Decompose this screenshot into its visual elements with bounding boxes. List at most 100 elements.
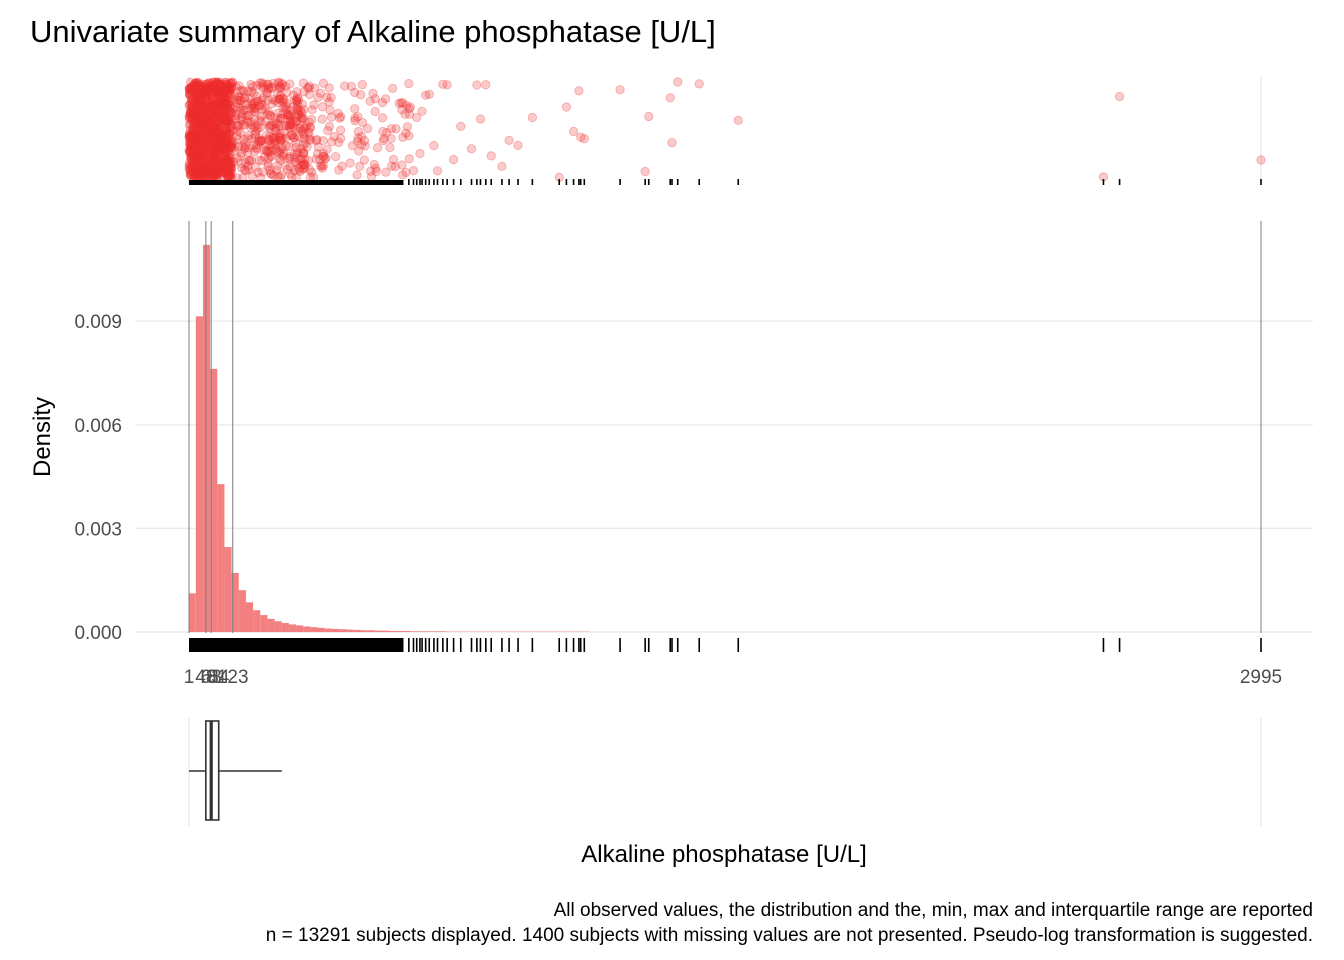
jitter-point (184, 88, 195, 98)
x-tick-label: 1 (184, 667, 195, 688)
jitter-point (204, 169, 214, 179)
jitter-point (200, 134, 210, 144)
jitter-point (214, 128, 224, 138)
jitter-point (294, 155, 305, 165)
jitter-point (233, 142, 244, 152)
jitter-point (200, 92, 211, 102)
jitter-point (270, 96, 280, 106)
jitter-point (197, 150, 207, 160)
jitter-point (221, 147, 231, 157)
jitter-point (277, 143, 287, 154)
jitter-point (213, 86, 223, 97)
jitter-point (187, 101, 197, 112)
jitter-point (194, 106, 204, 116)
jitter-point (215, 98, 225, 108)
jitter-point (240, 93, 250, 103)
jitter-point (208, 140, 218, 150)
jitter-point (279, 102, 290, 112)
jitter-point (198, 120, 208, 130)
jitter-point (221, 84, 231, 94)
y-axis-title: Density (29, 397, 56, 477)
jitter-point (217, 93, 227, 103)
jitter-point (189, 124, 199, 134)
jitter-point (222, 155, 233, 165)
jitter-point (185, 139, 195, 149)
jitter-point (219, 138, 229, 149)
jitter-point (227, 77, 237, 87)
jitter-point (216, 135, 226, 146)
jitter-point (574, 86, 584, 96)
jitter-point (217, 113, 227, 123)
jitter-point (219, 97, 229, 107)
jitter-point (196, 95, 206, 105)
jitter-point (211, 85, 222, 95)
jitter-point (247, 82, 258, 92)
jitter-point (189, 79, 199, 90)
jitter-point (225, 158, 236, 168)
jitter-point (329, 132, 339, 142)
jitter-point (205, 78, 215, 88)
jitter-point (231, 111, 241, 121)
jitter-point (298, 148, 309, 159)
jitter-point (191, 83, 201, 93)
jitter-point (209, 141, 220, 151)
jitter-point (275, 146, 285, 156)
jitter-point (326, 112, 337, 122)
jitter-point (195, 102, 205, 112)
jitter-point (219, 92, 230, 102)
jitter-point (227, 108, 237, 118)
jitter-point (273, 147, 283, 157)
jitter-point (225, 79, 236, 89)
jitter-point (199, 140, 210, 150)
jitter-point (225, 85, 235, 95)
jitter-point (236, 115, 246, 125)
histogram-bar (424, 631, 433, 632)
jitter-point (192, 86, 203, 96)
jitter-point (211, 119, 221, 130)
jitter-point (248, 102, 258, 113)
jitter-point (250, 115, 260, 125)
jitter-point (733, 115, 743, 125)
jitter-point (299, 104, 309, 115)
jitter-point (227, 114, 237, 124)
jitter-point (221, 158, 231, 168)
jitter-point (249, 106, 260, 116)
jitter-point (185, 125, 195, 135)
jitter-point (219, 139, 229, 150)
jitter-point (292, 87, 302, 97)
jitter-point (205, 161, 216, 171)
jitter-point (219, 89, 229, 99)
jitter-point (210, 169, 221, 179)
jitter-point (215, 111, 225, 122)
jitter-point (276, 113, 286, 124)
jitter-point (216, 97, 226, 108)
jitter-point (186, 142, 196, 153)
jitter-point (205, 106, 215, 117)
jitter-point (271, 144, 281, 154)
jitter-point (223, 155, 233, 165)
jitter-point (189, 153, 199, 163)
jitter-point (214, 89, 225, 99)
jitter-point (280, 121, 290, 131)
jitter-point (222, 133, 232, 143)
jitter-point (196, 107, 207, 117)
jitter-point (224, 137, 235, 147)
jitter-point (295, 123, 305, 133)
jitter-point (277, 133, 287, 143)
jitter-point (194, 151, 205, 162)
jitter-point (192, 105, 203, 116)
jitter-point (275, 148, 285, 158)
jitter-point (196, 84, 206, 94)
jitter-point (210, 102, 220, 112)
jitter-point (217, 168, 227, 178)
jitter-point (316, 161, 327, 171)
jitter-point (340, 81, 350, 91)
jitter-point (230, 101, 240, 111)
jitter-point (527, 112, 537, 123)
jitter-point (193, 163, 203, 173)
jitter-point (214, 79, 224, 89)
jitter-point (216, 116, 226, 127)
jitter-point (211, 163, 221, 173)
jitter-point (284, 142, 294, 152)
jitter-point (289, 149, 300, 159)
